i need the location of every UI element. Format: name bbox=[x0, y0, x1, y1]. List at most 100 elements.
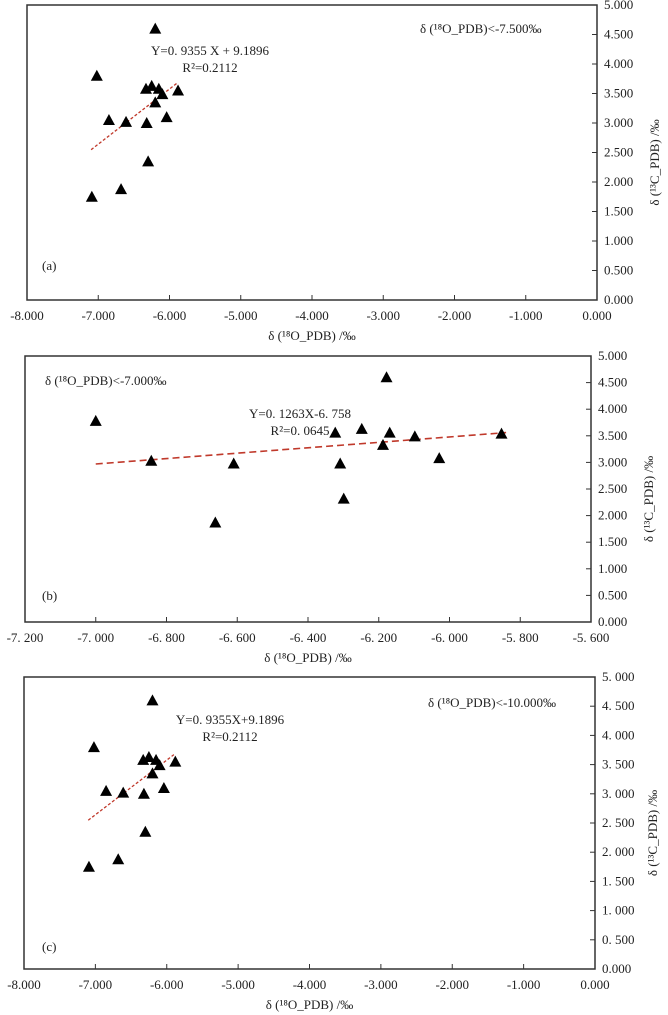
y-tick-label: 4. 500 bbox=[602, 698, 635, 713]
regression-equation: Y=0. 1263X-6. 758 bbox=[249, 406, 351, 421]
data-point bbox=[433, 452, 446, 464]
data-point bbox=[145, 79, 158, 91]
y-tick-label: 1.000 bbox=[604, 233, 633, 248]
y-tick-label: 4.500 bbox=[598, 375, 627, 390]
trend-line bbox=[95, 431, 507, 465]
y-tick-label: 3.500 bbox=[598, 428, 627, 443]
y-tick-label: 2. 000 bbox=[602, 844, 635, 859]
y-tick-label: 1. 500 bbox=[602, 873, 635, 888]
x-tick-label: -6. 400 bbox=[290, 630, 327, 645]
data-point bbox=[146, 694, 159, 706]
data-point bbox=[146, 767, 159, 779]
data-point bbox=[85, 190, 98, 202]
x-tick-label: -7. 200 bbox=[7, 630, 44, 645]
data-point bbox=[169, 755, 182, 767]
x-tick-label: -6. 600 bbox=[219, 630, 256, 645]
data-point bbox=[139, 82, 152, 94]
panel-a: -8.000 -7.000 -6.000 -5.000 -4.000 -3.000 -2.0… bbox=[10, 0, 662, 343]
y-tick-label: 0. 500 bbox=[602, 932, 635, 947]
data-point bbox=[89, 414, 102, 426]
y-tick-label: 0.500 bbox=[598, 587, 627, 602]
y-tick-label: 3. 000 bbox=[602, 786, 635, 801]
plot-frame bbox=[23, 676, 596, 970]
x-tick-label: -8.000 bbox=[7, 977, 41, 992]
x-tick-label: -5. 600 bbox=[573, 630, 610, 645]
data-point bbox=[383, 426, 396, 438]
data-point bbox=[376, 438, 389, 450]
y-tick-label: 1.500 bbox=[598, 534, 627, 549]
y-tick-label: 4. 000 bbox=[602, 727, 635, 742]
x-tick-label: 0.000 bbox=[580, 977, 609, 992]
y-tick-label: 2.000 bbox=[604, 174, 633, 189]
data-point bbox=[137, 753, 150, 765]
y-tick-label: 3.000 bbox=[598, 454, 627, 469]
x-tick-label: -2.000 bbox=[438, 308, 472, 323]
x-tick-label: -7.000 bbox=[81, 308, 115, 323]
x-tick-label: 0.000 bbox=[582, 308, 611, 323]
y-tick-label: 0.000 bbox=[602, 961, 631, 976]
panel-b: -7. 200 -7. 000 -6. 800 -6. 600 -6. 400 -6. 2… bbox=[7, 348, 656, 665]
data-point bbox=[102, 114, 115, 126]
y-tick-label: 4.500 bbox=[604, 27, 633, 42]
data-point bbox=[139, 825, 152, 837]
y-tick-label: 3.000 bbox=[604, 115, 633, 130]
y-tick-label: 0.000 bbox=[598, 614, 627, 629]
y-tick-label: 5. 000 bbox=[602, 669, 635, 684]
condition-label: δ (¹⁸O_PDB)<-10.000‰ bbox=[428, 695, 556, 710]
y-tick-label: 4.000 bbox=[598, 401, 627, 416]
data-point bbox=[82, 860, 95, 872]
x-tick-label: -4.000 bbox=[295, 308, 329, 323]
panel-label: (c) bbox=[42, 939, 56, 954]
trend-line bbox=[87, 754, 175, 821]
x-tick-label: -7. 000 bbox=[77, 630, 114, 645]
x-axis-title: δ (¹⁸O_PDB) /‰ bbox=[266, 997, 354, 1012]
y-tick-label: 1. 000 bbox=[602, 903, 635, 918]
x-axis-title: δ (¹⁸O_PDB) /‰ bbox=[268, 328, 356, 343]
r-squared: R²=0. 0645 bbox=[271, 423, 330, 438]
condition-label: δ (¹⁸O_PDB)<-7.000‰ bbox=[45, 373, 167, 388]
x-tick-label: -4.000 bbox=[293, 977, 327, 992]
x-tick-label: -3.000 bbox=[364, 977, 398, 992]
y-tick-label: 2.500 bbox=[598, 481, 627, 496]
condition-label: δ (¹⁸O_PDB)<-7.500‰ bbox=[420, 21, 542, 36]
data-point bbox=[334, 457, 347, 469]
x-tick-label: -8.000 bbox=[10, 308, 44, 323]
y-tick-label: 4.000 bbox=[604, 56, 633, 71]
data-point bbox=[115, 183, 128, 195]
y-tick-label: 3. 500 bbox=[602, 757, 635, 772]
y-tick-label: 0.000 bbox=[604, 292, 633, 307]
plot-frame bbox=[24, 355, 592, 623]
y-tick-label: 3.500 bbox=[604, 86, 633, 101]
y-tick-label: 1.000 bbox=[598, 561, 627, 576]
data-point bbox=[142, 155, 155, 167]
x-tick-label: -6.000 bbox=[150, 977, 184, 992]
y-axis-title: δ (¹³C_PDB) /‰ bbox=[645, 790, 660, 876]
x-tick-label: -5.000 bbox=[221, 977, 255, 992]
data-point bbox=[112, 853, 125, 865]
data-point bbox=[495, 427, 508, 439]
panel-label: (a) bbox=[42, 258, 56, 273]
x-tick-label: -2.000 bbox=[435, 977, 469, 992]
data-point bbox=[329, 426, 342, 438]
data-point bbox=[153, 759, 166, 771]
regression-equation: Y=0. 9355X+9.1896 bbox=[176, 712, 285, 727]
y-tick-label: 2.000 bbox=[598, 508, 627, 523]
panel-label: (b) bbox=[42, 588, 57, 603]
x-axis-title: δ (¹⁸O_PDB) /‰ bbox=[264, 650, 352, 665]
data-point bbox=[156, 88, 169, 100]
x-tick-label: -5.000 bbox=[224, 308, 258, 323]
data-point bbox=[90, 69, 103, 81]
data-point bbox=[142, 751, 155, 763]
x-tick-label: -6. 200 bbox=[360, 630, 397, 645]
data-point bbox=[408, 430, 421, 442]
y-tick-label: 5.000 bbox=[598, 348, 627, 363]
y-tick-label: 0.500 bbox=[604, 263, 633, 278]
y-tick-label: 2.500 bbox=[604, 145, 633, 160]
data-point bbox=[145, 454, 158, 466]
regression-equation: Y=0. 9355 X + 9.1896 bbox=[151, 43, 269, 58]
data-point bbox=[157, 781, 170, 793]
data-point bbox=[137, 787, 150, 799]
y-tick-label: 2. 500 bbox=[602, 815, 635, 830]
data-point bbox=[380, 371, 393, 383]
